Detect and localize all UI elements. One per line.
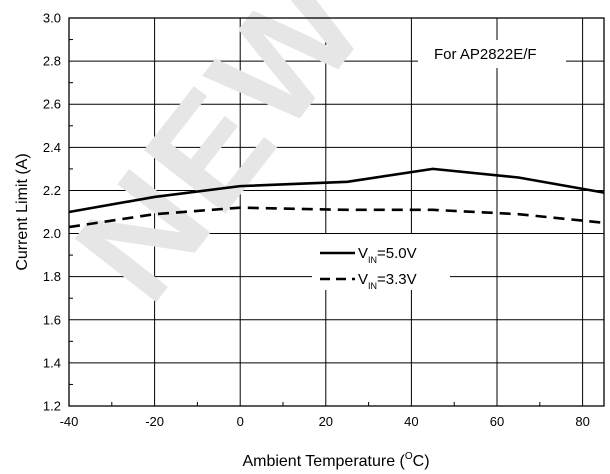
x-axis-title: Ambient Temperature (OC) <box>242 451 429 470</box>
legend-label-vin-3v3: VIN=3.3V <box>358 271 417 291</box>
legend: VIN=5.0V VIN=3.3V <box>312 234 450 291</box>
y-tick-label: 2.0 <box>43 226 61 241</box>
y-tick-label: 1.4 <box>43 355 61 370</box>
y-tick-label: 2.2 <box>43 183 61 198</box>
y-tick-label: 2.6 <box>43 97 61 112</box>
grid-lines <box>68 18 604 406</box>
y-tick-label: 3.0 <box>43 11 61 26</box>
y-tick-label: 1.8 <box>43 269 61 284</box>
legend-label-vin-5v: VIN=5.0V <box>358 245 417 265</box>
annotation-box: For AP2822E/F <box>418 40 566 68</box>
series-line-vin-5v <box>68 167 605 214</box>
x-tick-label: -20 <box>145 414 164 429</box>
x-tick-label: 60 <box>490 414 504 429</box>
x-tick-label: -40 <box>60 414 79 429</box>
y-tick-label: 1.6 <box>43 312 61 327</box>
series-line-vin-3v3 <box>68 206 605 229</box>
series-lines <box>68 167 605 229</box>
x-tick-label: 80 <box>575 414 589 429</box>
axis-ticks: -40 -20 0 20 40 60 80 1.2 1.4 1.6 1.8 2.0 2.2 2.4 2.6 2… <box>43 11 590 430</box>
x-tick-label: 20 <box>319 414 333 429</box>
y-tick-label: 2.4 <box>43 140 61 155</box>
y-tick-label: 1.2 <box>43 399 61 414</box>
x-tick-label: 0 <box>237 414 244 429</box>
y-tick-label: 2.8 <box>43 54 61 69</box>
x-tick-label: 40 <box>404 414 418 429</box>
annotation-label: For AP2822E/F <box>434 46 537 63</box>
y-axis-title: Current Limit (A) <box>14 153 31 270</box>
